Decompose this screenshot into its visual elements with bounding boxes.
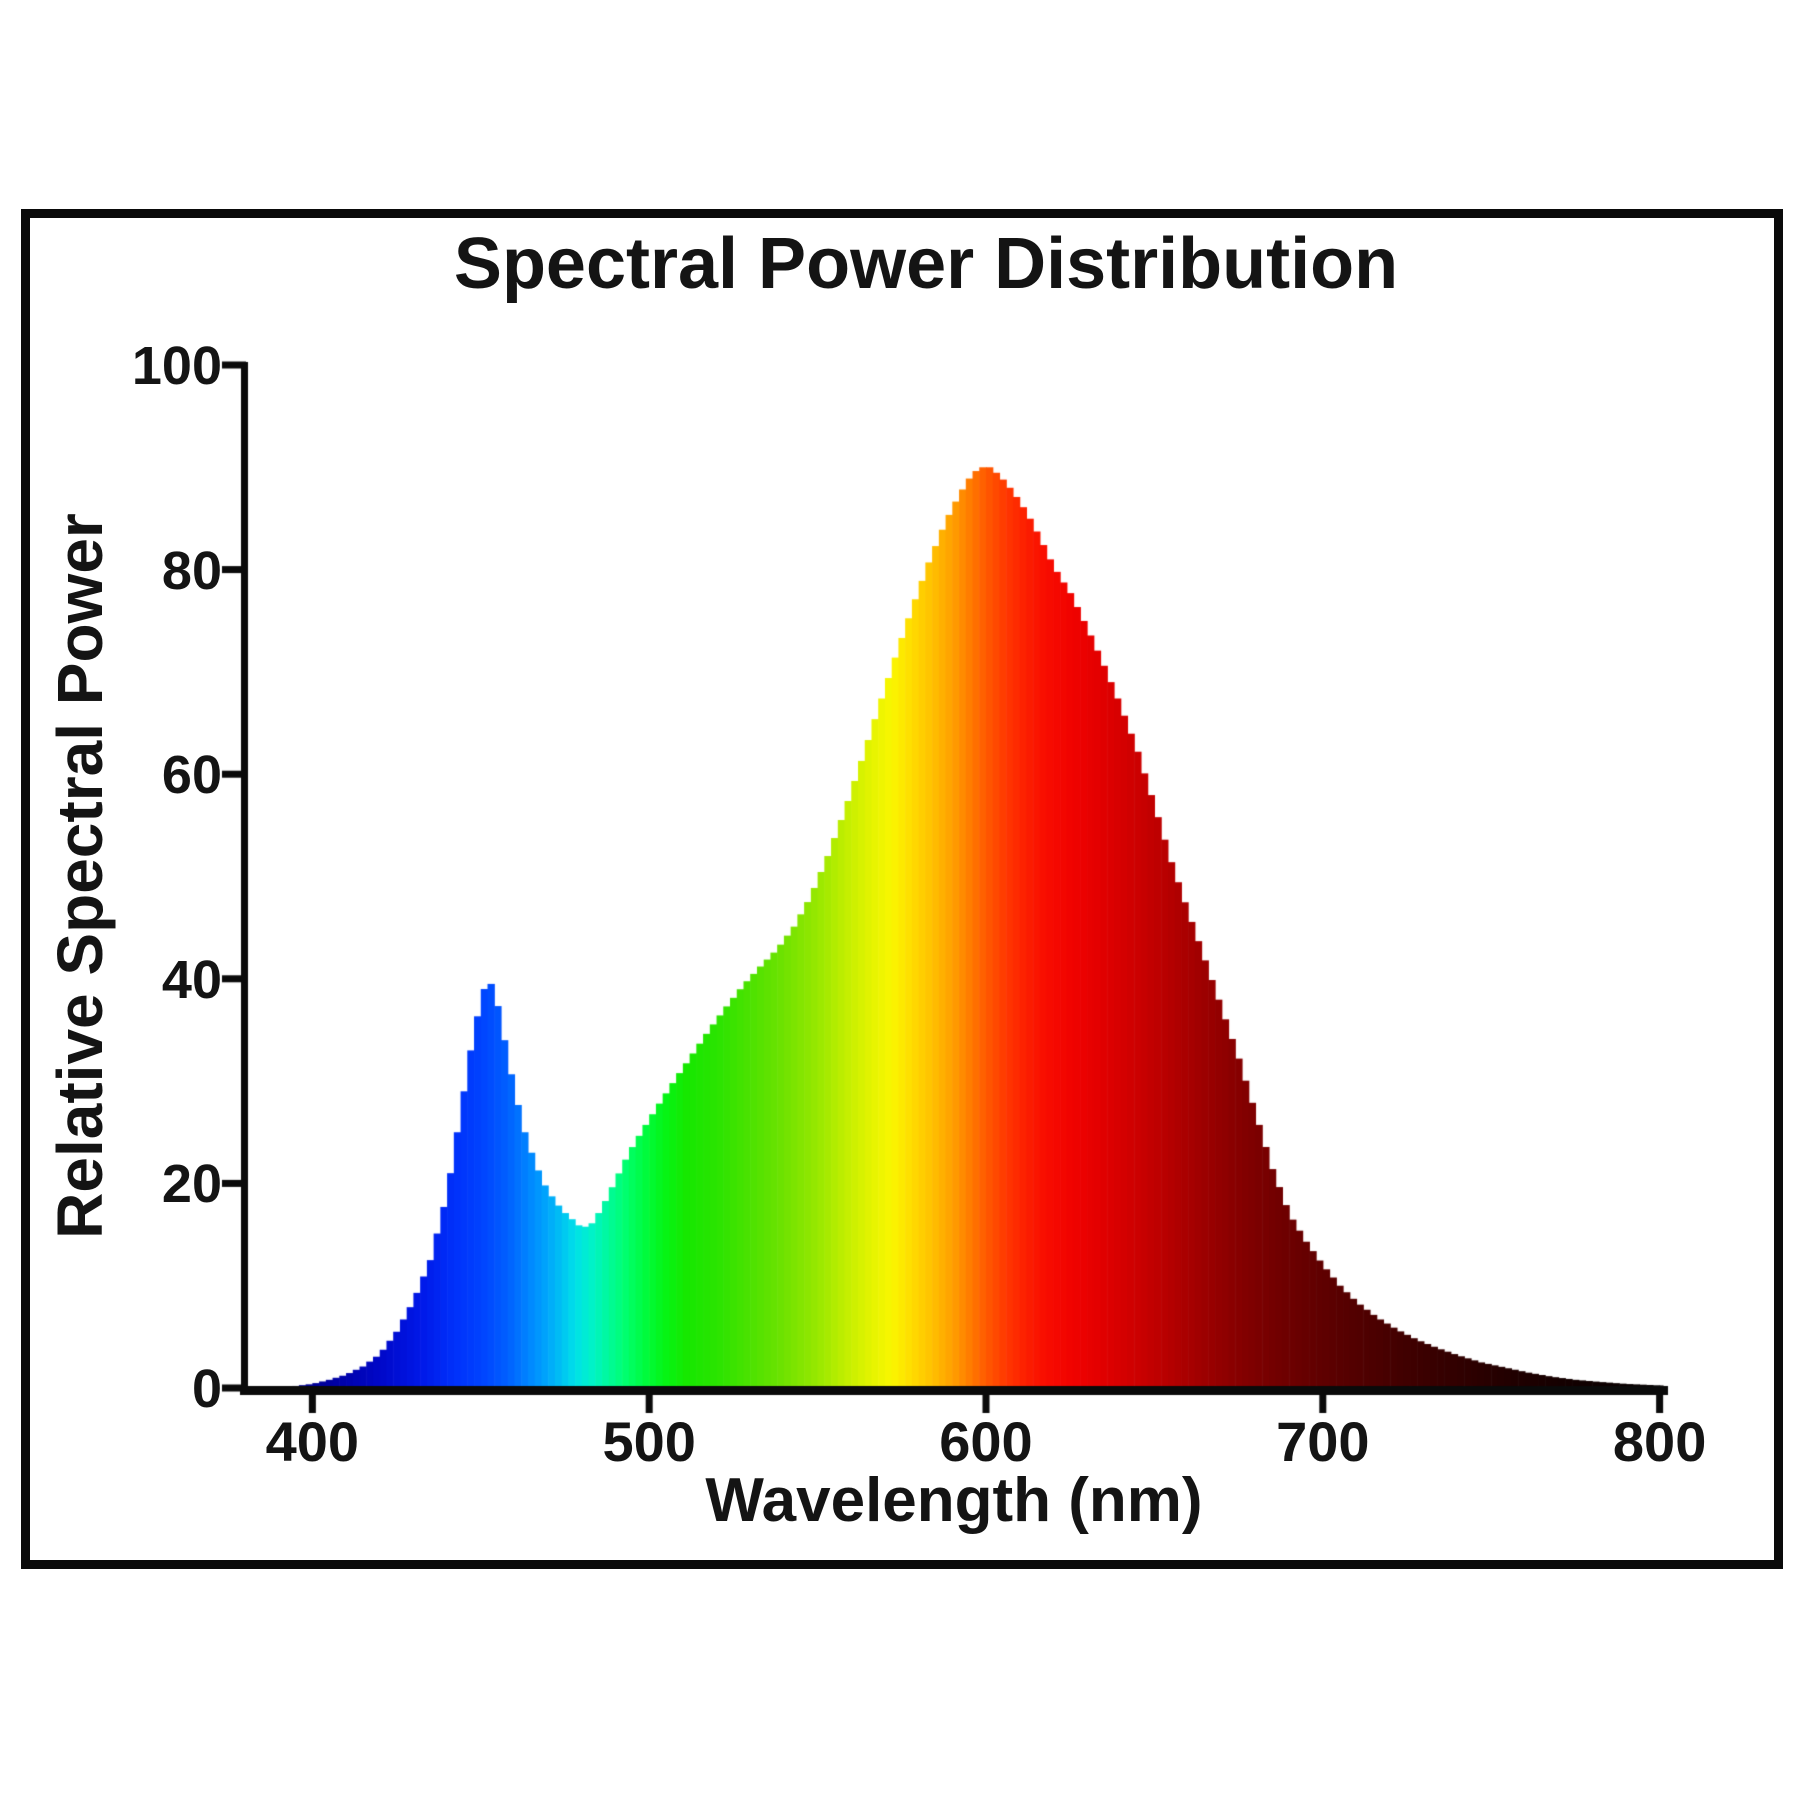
- x-tick-label-400: 400: [265, 1410, 360, 1473]
- y-tick-label-20: 20: [161, 1154, 222, 1215]
- chart-title: Spectral Power Distribution: [453, 224, 1399, 304]
- y-tick-label-100: 100: [131, 336, 222, 396]
- x-tick-label-800: 800: [1612, 1410, 1707, 1473]
- x-tick-label-700: 700: [1276, 1410, 1370, 1473]
- y-tick-label-0: 0: [191, 1359, 222, 1419]
- y-tick-label-40: 40: [161, 949, 222, 1010]
- x-tick-label-600: 600: [939, 1410, 1033, 1473]
- y-tick-label-80: 80: [161, 540, 222, 601]
- y-tick-label-60: 60: [161, 745, 222, 806]
- y-axis-title: Relative Spectral Power: [44, 513, 116, 1239]
- x-axis-title: Wavelength (nm): [705, 1466, 1203, 1535]
- x-tick-label-500: 500: [602, 1410, 696, 1473]
